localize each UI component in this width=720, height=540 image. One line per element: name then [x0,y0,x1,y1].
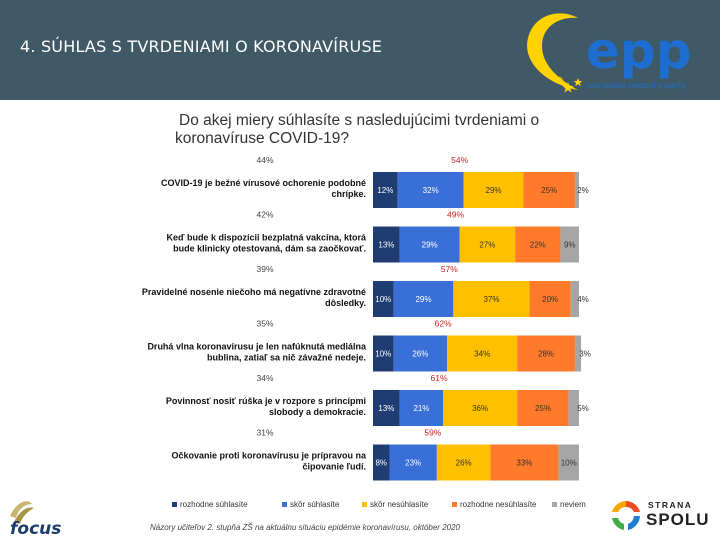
bar-value-label: 23% [405,459,421,468]
legend-swatch [552,502,557,507]
bar-value-label: 29% [486,186,502,195]
header-bar: 4. SÚHLAS S TVRDENIAMI O KORONAVÍRUSE ep… [0,0,720,100]
statement-label: Keď bude k dispozícii bezplatná vakcína,… [166,233,367,243]
bar-value-label: 34% [474,350,490,359]
legend-item: rozhodne súhlasíte [172,498,248,510]
disagree-total-label: 61% [431,373,448,383]
disagree-total-label: 59% [424,428,441,438]
legend-swatch [172,502,177,507]
bar-value-label: 26% [456,459,472,468]
statement-label: chrípke. [331,189,366,199]
bar-value-label: 29% [422,241,438,250]
slide-title: 4. SÚHLAS S TVRDENIAMI O KORONAVÍRUSE [20,37,382,56]
legend-swatch [362,502,367,507]
epp-logo: epp european people's party [520,4,716,96]
bar-value-label: 32% [423,186,439,195]
bar-value-label: 10% [561,459,577,468]
statement-label: Druhá vlna koronavírusu je len nafúknutá… [147,342,367,352]
disagree-total-label: 57% [441,264,458,274]
bar-value-label: 8% [375,459,387,468]
bar-value-label: 9% [564,241,576,250]
legend-label: neviem [560,500,586,509]
statement-label: slobody a demokracie. [269,407,366,417]
bar-value-label: 12% [377,186,393,195]
disagree-total-label: 49% [447,210,464,220]
bar-value-label: 26% [412,350,428,359]
bar-value-label: 37% [483,295,499,304]
agree-total-label: 39% [256,264,273,274]
bar-value-label: 29% [415,295,431,304]
statement-label: bude klinicky otestovaná, dám sa zaočkov… [173,244,366,254]
disagree-total-label: 54% [451,155,468,165]
bar-value-label: 2% [577,186,589,195]
bar-value-label: 10% [375,350,391,359]
agree-total-label: 35% [256,319,273,329]
bar-value-label: 25% [535,404,551,413]
legend-item: rozhodne nesúhlasíte [452,498,537,510]
legend-swatch [452,502,457,507]
statement-label: Očkovanie proti koronavírusu je prípravo… [171,451,367,461]
bar-value-label: 13% [378,241,394,250]
bar-value-label: 36% [472,404,488,413]
statement-label: čipovanie ľudí. [303,462,366,472]
epp-logo-text: epp [586,22,692,80]
disagree-total-label: 62% [435,319,452,329]
epp-logo-subtitle: european people's party [588,81,686,90]
bar-value-label: 33% [516,459,532,468]
legend-item: skôr nesúhlasíte [362,498,428,510]
bar-value-label: 13% [378,404,394,413]
focus-logo: focus [4,496,74,540]
agree-total-label: 31% [256,428,273,438]
agree-total-label: 42% [256,210,273,220]
bar-value-label: 20% [542,295,558,304]
chart-legend: rozhodne súhlasíte skôr súhlasíte skôr nes… [172,498,592,510]
agree-total-label: 34% [256,373,273,383]
legend-label: rozhodne súhlasíte [180,500,248,509]
bar-value-label: 28% [538,350,554,359]
bar-value-label: 25% [541,186,557,195]
bar-value-label: 10% [375,295,391,304]
bar-value-label: 4% [577,295,589,304]
statement-label: COVID-19 je bežné vírusové ochorenie pod… [161,178,366,188]
spolu-logo-small-text: STRANA [648,500,692,510]
chart-question: Do akej miery súhlasíte s nasledujúcimi … [175,112,605,148]
legend-item: neviem [552,498,586,510]
statement-label: Povinnosť nosiť rúška je v rozpore s pri… [166,396,366,406]
legend-item: skôr súhlasíte [282,498,339,510]
stacked-bar-chart: COVID-19 je bežné vírusové ochorenie pod… [0,150,720,495]
statement-label: bublina, zatiaľ sa nič závažné nedeje. [207,353,366,363]
bar-value-label: 27% [479,241,495,250]
bar-value-label: 5% [577,404,589,413]
legend-label: rozhodne nesúhlasíte [460,500,537,509]
focus-logo-text: focus [10,519,61,539]
bar-value-label: 22% [530,241,546,250]
legend-label: skôr nesúhlasíte [370,500,428,509]
bar-value-label: 21% [413,404,429,413]
legend-label: skôr súhlasíte [290,500,339,509]
bar-value-label: 3% [579,350,591,359]
statement-label: dôsledky. [325,298,366,308]
legend-swatch [282,502,287,507]
footnote: Názory učiteľov 2. stupňa ZŠ na aktuálnu… [150,523,460,532]
statement-label: Pravidelné nosenie niečoho má negatívne … [142,287,366,297]
agree-total-label: 44% [256,155,273,165]
spolu-logo-big-text: SPOLU [646,510,710,530]
